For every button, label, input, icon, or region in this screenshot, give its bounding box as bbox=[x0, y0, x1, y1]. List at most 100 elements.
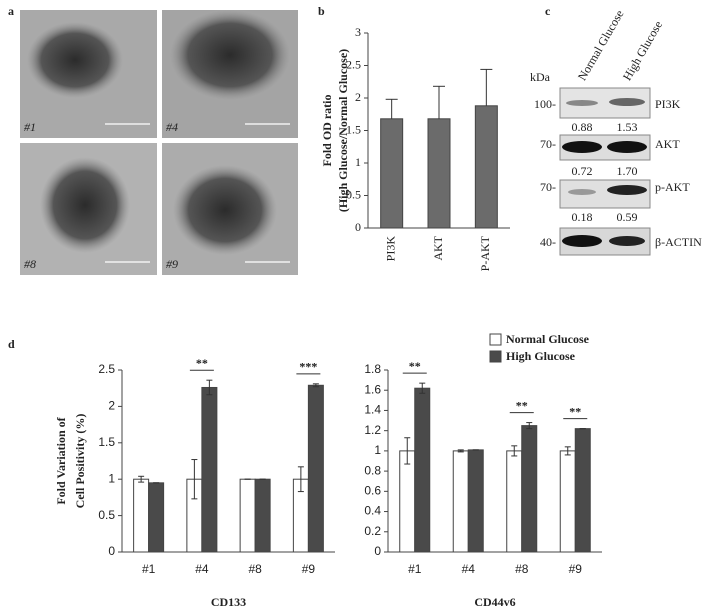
cell-cluster bbox=[40, 157, 130, 253]
legend-label: High Glucose bbox=[506, 349, 576, 363]
blot-bands bbox=[559, 87, 651, 256]
y-tick-label: 2.5 bbox=[98, 362, 115, 376]
panel-label: a bbox=[8, 4, 14, 18]
y-tick-label: 0.5 bbox=[98, 508, 115, 522]
bar bbox=[574, 428, 591, 553]
bar bbox=[452, 450, 469, 553]
y-tick-label: 1 bbox=[108, 471, 115, 485]
subplot-title: CD133 bbox=[211, 595, 246, 609]
y-tick-label: 2 bbox=[108, 399, 115, 413]
y-tick-label: 0 bbox=[374, 544, 381, 558]
panel-label: d bbox=[8, 337, 15, 351]
blot-value: 0.72 bbox=[572, 164, 593, 178]
y-axis-label: Fold OD ratio bbox=[320, 95, 334, 167]
y-axis-label: (High Glucose/Normal Glucose) bbox=[336, 49, 350, 212]
x-tick-label: AKT bbox=[431, 235, 445, 260]
y-tick-label: 1 bbox=[355, 155, 361, 169]
bar bbox=[506, 450, 523, 553]
significance: ** bbox=[569, 404, 581, 418]
blot-value: 1.53 bbox=[617, 120, 638, 134]
image-label: #8 bbox=[24, 257, 36, 271]
y-tick-label: 1.6 bbox=[364, 382, 381, 396]
y-tick-label: 0.5 bbox=[346, 187, 361, 201]
x-tick-label: #4 bbox=[462, 562, 476, 576]
significance: ** bbox=[196, 356, 208, 370]
x-tick-label: P-AKT bbox=[478, 235, 492, 271]
panel-label: b bbox=[318, 4, 325, 18]
y-axis-label: Cell Positivity (%) bbox=[73, 414, 87, 509]
bar bbox=[380, 118, 404, 229]
blot-column-label: Normal Glucose bbox=[575, 7, 627, 82]
y-tick-label: 0 bbox=[355, 220, 361, 234]
scale-bars bbox=[105, 123, 290, 263]
bar bbox=[474, 105, 498, 229]
band bbox=[607, 141, 647, 153]
cell-cluster bbox=[173, 165, 277, 255]
bar bbox=[559, 450, 576, 553]
blot-value: 0.88 bbox=[572, 120, 593, 134]
band bbox=[568, 189, 596, 195]
legend-swatch bbox=[489, 350, 502, 363]
blot-marker: 100- bbox=[534, 97, 556, 111]
blot-label: p-AKT bbox=[655, 180, 690, 194]
image-label: #4 bbox=[166, 120, 178, 134]
band bbox=[607, 185, 647, 195]
y-tick-label: 0.4 bbox=[364, 504, 381, 518]
bar bbox=[133, 478, 150, 553]
y-tick-label: 0.8 bbox=[364, 463, 381, 477]
bar bbox=[239, 478, 256, 553]
micrographs bbox=[20, 10, 298, 275]
panel-label: c bbox=[545, 4, 551, 18]
legend-swatch bbox=[489, 333, 502, 346]
x-tick-label: #8 bbox=[248, 562, 262, 576]
x-tick-label: #8 bbox=[515, 562, 529, 576]
blot-marker: 40- bbox=[540, 235, 556, 249]
band bbox=[566, 100, 598, 106]
cell-cluster bbox=[170, 10, 290, 100]
x-tick-label: PI3K bbox=[383, 236, 397, 262]
bar bbox=[254, 478, 271, 553]
x-tick-label: #9 bbox=[569, 562, 583, 576]
x-tick-label: #1 bbox=[408, 562, 422, 576]
image-label: #9 bbox=[166, 257, 178, 271]
blot-marker: 70- bbox=[540, 137, 556, 151]
blot-label: PI3K bbox=[655, 97, 681, 111]
band bbox=[562, 141, 602, 153]
band bbox=[609, 236, 645, 246]
blot-label: AKT bbox=[655, 137, 680, 151]
y-tick-label: 0.6 bbox=[364, 484, 381, 498]
y-tick-label: 1.5 bbox=[346, 122, 361, 136]
blot-label: β-ACTIN bbox=[655, 235, 702, 249]
y-tick-label: 1.4 bbox=[364, 403, 381, 417]
band bbox=[609, 98, 645, 106]
blot-value: 0.59 bbox=[617, 210, 638, 224]
image-label: #1 bbox=[24, 120, 36, 134]
bar bbox=[521, 425, 538, 553]
y-axis-label: Fold Variation of bbox=[54, 416, 68, 504]
y-tick-label: 1.5 bbox=[98, 435, 115, 449]
significance: *** bbox=[299, 360, 317, 374]
y-tick-label: 0.2 bbox=[364, 524, 381, 538]
x-tick-label: #9 bbox=[302, 562, 316, 576]
significance: ** bbox=[409, 359, 421, 373]
subplot-title: CD44v6 bbox=[474, 595, 515, 609]
blot-value: 0.18 bbox=[572, 210, 593, 224]
y-tick-label: 2 bbox=[355, 90, 361, 104]
x-tick-label: #4 bbox=[195, 562, 209, 576]
blot-unit: kDa bbox=[530, 70, 551, 84]
band bbox=[562, 235, 602, 247]
y-tick-label: 1.2 bbox=[364, 423, 381, 437]
bar bbox=[467, 449, 484, 553]
y-tick-label: 3 bbox=[355, 25, 361, 39]
bar bbox=[414, 387, 431, 553]
cell-cluster bbox=[27, 22, 123, 98]
y-tick-label: 1.8 bbox=[364, 362, 381, 376]
significance: ** bbox=[516, 398, 528, 412]
bar bbox=[399, 450, 416, 553]
y-tick-label: 0 bbox=[108, 544, 115, 558]
bar bbox=[427, 118, 451, 229]
bar bbox=[307, 384, 324, 553]
y-tick-label: 2.5 bbox=[346, 57, 361, 71]
bar bbox=[148, 482, 165, 553]
